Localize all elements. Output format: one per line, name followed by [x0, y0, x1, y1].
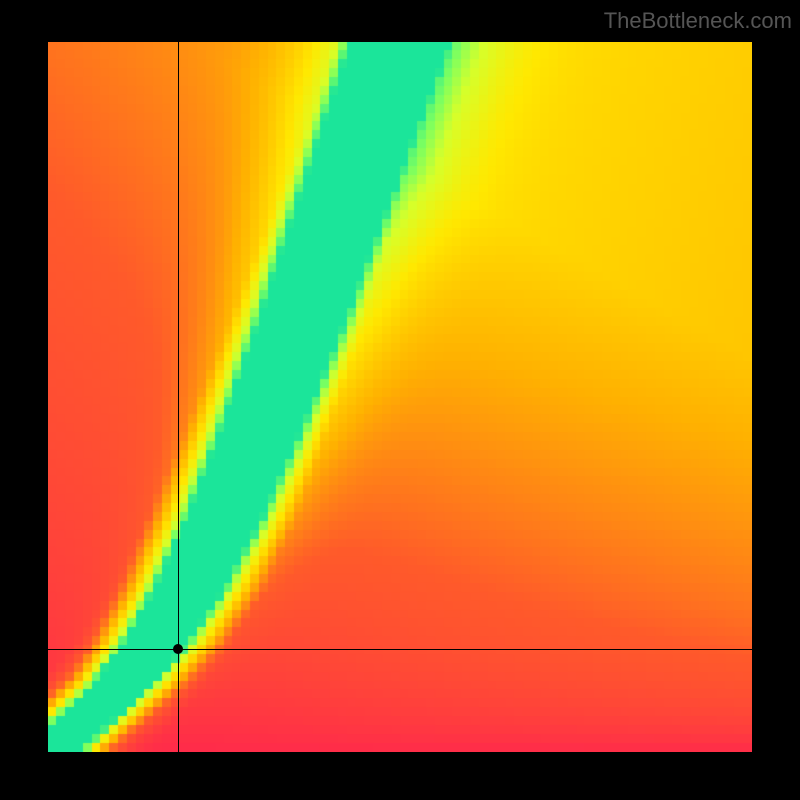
selection-marker[interactable]	[173, 644, 183, 654]
heatmap-canvas	[48, 42, 752, 752]
bottleneck-heatmap	[48, 42, 752, 752]
watermark-text: TheBottleneck.com	[604, 8, 792, 34]
crosshair-horizontal	[48, 649, 752, 650]
